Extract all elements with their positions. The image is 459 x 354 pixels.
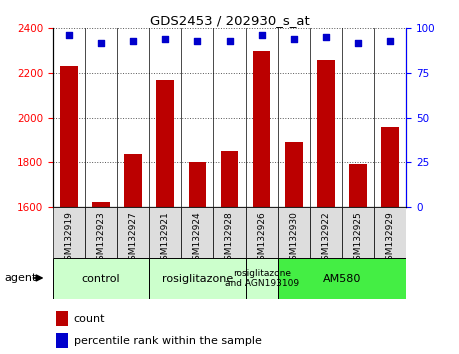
Text: rosiglitazone: rosiglitazone	[162, 274, 233, 284]
Bar	[189, 162, 206, 207]
Bar	[221, 151, 238, 207]
Point	[194, 38, 201, 44]
Bar	[310, 207, 342, 258]
Point	[258, 33, 265, 38]
Point	[354, 40, 362, 45]
Text: rosiglitazone
and AGN193109: rosiglitazone and AGN193109	[224, 269, 299, 289]
Bar	[157, 80, 174, 207]
Point	[65, 33, 73, 38]
Bar	[53, 207, 85, 258]
Point	[226, 38, 233, 44]
Bar	[53, 258, 149, 299]
Text: percentile rank within the sample: percentile rank within the sample	[74, 336, 262, 346]
Text: GSM132928: GSM132928	[225, 211, 234, 266]
Bar	[278, 258, 406, 299]
Text: GSM132930: GSM132930	[289, 211, 298, 266]
Text: GSM132922: GSM132922	[321, 211, 330, 266]
Bar	[213, 207, 246, 258]
Bar	[56, 333, 68, 348]
Bar	[374, 207, 406, 258]
Bar	[60, 66, 78, 207]
Bar	[285, 142, 302, 207]
Text: GSM132929: GSM132929	[386, 211, 395, 266]
Bar	[181, 207, 213, 258]
Text: control: control	[82, 274, 120, 284]
Bar	[117, 207, 149, 258]
Bar	[342, 207, 374, 258]
Bar	[246, 258, 278, 299]
Bar	[381, 127, 399, 207]
Text: GSM132925: GSM132925	[353, 211, 363, 266]
Title: GDS2453 / 202930_s_at: GDS2453 / 202930_s_at	[150, 14, 309, 27]
Text: GSM132919: GSM132919	[64, 211, 73, 266]
Bar	[149, 207, 181, 258]
Bar	[278, 207, 310, 258]
Text: agent: agent	[4, 273, 37, 283]
Bar	[253, 51, 270, 207]
Bar	[92, 202, 110, 207]
Text: AM580: AM580	[323, 274, 361, 284]
Text: count: count	[74, 314, 105, 324]
Text: GSM132924: GSM132924	[193, 211, 202, 266]
Bar	[124, 154, 142, 207]
Bar	[246, 207, 278, 258]
Text: GSM132926: GSM132926	[257, 211, 266, 266]
Point	[386, 38, 394, 44]
Bar	[317, 60, 335, 207]
Text: GSM132923: GSM132923	[96, 211, 106, 266]
Text: GSM132921: GSM132921	[161, 211, 170, 266]
Point	[129, 38, 137, 44]
Point	[290, 36, 297, 42]
Bar	[85, 207, 117, 258]
Point	[322, 34, 330, 40]
Bar	[349, 164, 367, 207]
Bar	[149, 258, 246, 299]
Point	[162, 36, 169, 42]
Text: GSM132927: GSM132927	[129, 211, 138, 266]
Point	[97, 40, 105, 45]
Bar	[56, 311, 68, 326]
